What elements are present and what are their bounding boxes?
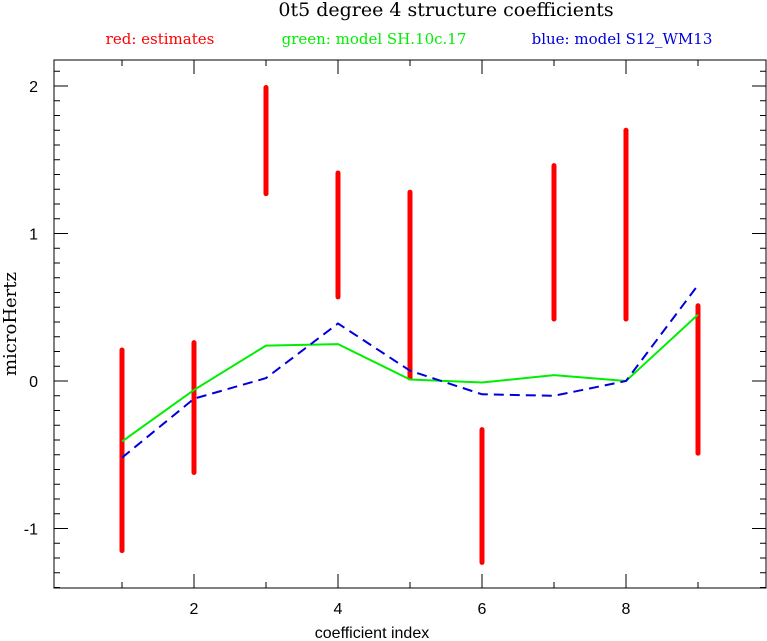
legend-model-sh10c17: green: model SH.10c.17 [282, 30, 467, 48]
y-tick-labels: -1 0 1 2 [24, 79, 38, 539]
legend-model-s12wm13: blue: model S12_WM13 [532, 30, 713, 48]
x-tick-label-6: 6 [478, 601, 487, 618]
series-line-sh10c17 [121, 313, 699, 443]
y-tick-label-2: 2 [29, 79, 38, 96]
model-lines [121, 284, 699, 459]
major-ticks [54, 60, 766, 588]
x-tick-label-8: 8 [622, 601, 631, 618]
x-axis-label: coefficient index [315, 625, 429, 641]
y-axis-label: microHertz [0, 272, 21, 376]
series-line-s12wm13 [121, 284, 699, 459]
x-tick-label-2: 2 [190, 601, 199, 618]
x-tick-label-4: 4 [334, 601, 343, 618]
y-tick-label-neg1: -1 [24, 522, 38, 539]
y-tick-label-1: 1 [29, 227, 38, 244]
minor-ticks [54, 60, 766, 588]
chart-title: 0t5 degree 4 structure coefficients [278, 0, 613, 21]
x-tick-labels: 2 4 6 8 [190, 601, 631, 618]
y-tick-label-0: 0 [29, 374, 38, 391]
estimate-bars [119, 84, 701, 565]
legend-estimates: red: estimates [106, 30, 215, 48]
